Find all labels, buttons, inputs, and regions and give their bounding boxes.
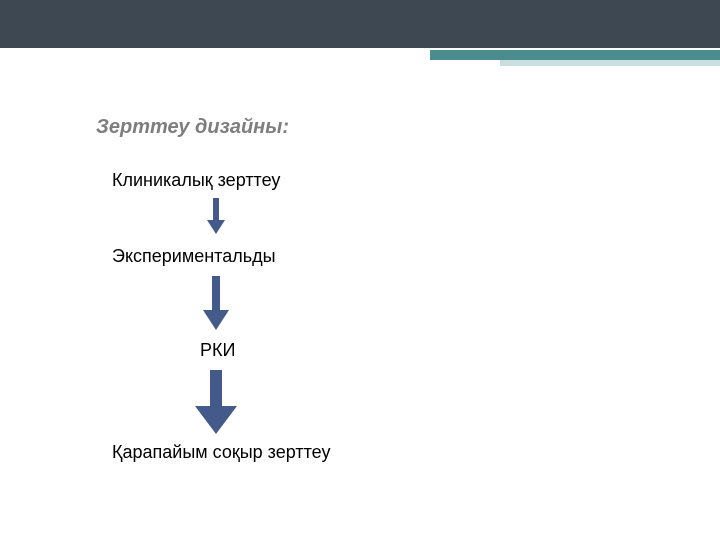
flow-node-clinical: Клиникалық зерттеу [112, 170, 280, 191]
flow-arrow-3 [195, 370, 237, 434]
flow-node-rct: РКИ [200, 340, 235, 361]
header-accent-dark [430, 50, 720, 60]
flow-node-simple-blind: Қарапайым соқыр зерттеу [112, 442, 330, 463]
flow-node-experimental: Экспериментальды [112, 246, 276, 267]
arrow-head-icon [207, 220, 225, 234]
flow-arrow-2 [203, 276, 229, 330]
slide-header-bar [0, 0, 720, 48]
header-accent-light [500, 60, 720, 66]
arrow-shaft [212, 276, 220, 310]
flow-arrow-1 [207, 198, 225, 234]
arrow-shaft [210, 370, 222, 406]
arrow-shaft [213, 198, 219, 220]
slide-title: Зерттеу дизайны: [96, 116, 289, 139]
arrow-head-icon [195, 406, 237, 434]
arrow-head-icon [203, 310, 229, 330]
